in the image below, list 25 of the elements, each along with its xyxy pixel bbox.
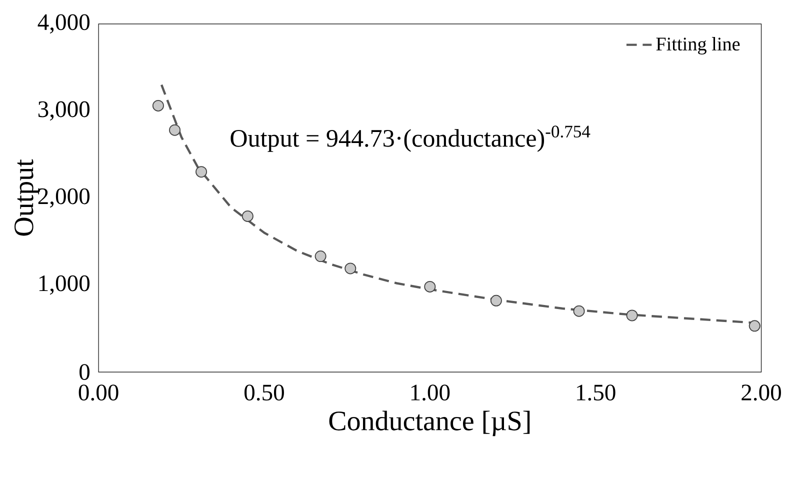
point [196,166,208,178]
point [490,294,502,306]
point [152,100,164,112]
point [573,305,585,317]
y-axis-title: Output [14,159,40,236]
y-tick-label: 2,000 [38,188,90,208]
x-tick-label: 1.00 [411,384,450,401]
annotation: Output = 944.73·(conductance)$^{-0.754}$ [230,126,590,152]
x-tick-label: 1.50 [577,384,616,401]
x-tick-label: 2.00 [742,384,781,401]
point [626,310,638,322]
point [748,320,760,332]
y-tick-label: 1,000 [39,275,90,295]
point [344,262,356,274]
y-tick-label: 4,000 [38,14,90,34]
x-tick-label: 0.50 [244,384,284,401]
point [314,250,326,262]
legend-label: Fitting line [656,37,740,55]
point [169,124,181,136]
point [242,210,254,222]
x-axis-title: Conductance [µS] [329,410,530,436]
y-tick-label: 0 [80,364,90,380]
x-tick-label: 0.00 [78,384,118,401]
y-tick-label: 3,000 [38,101,90,121]
point [424,281,436,293]
